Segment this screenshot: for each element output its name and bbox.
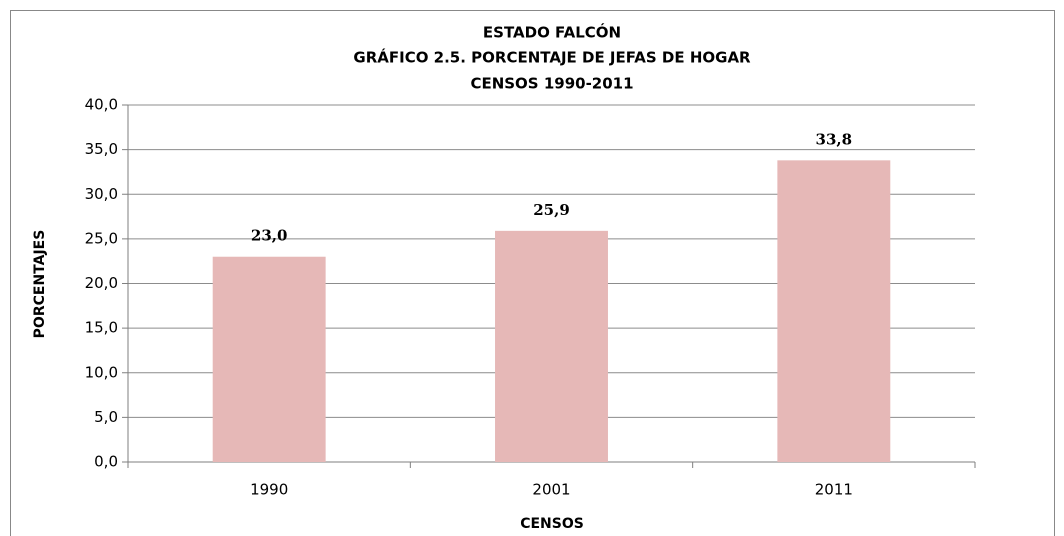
y-tick-label: 5,0 [94,408,118,426]
x-tick-label: 2011 [815,481,853,499]
bar [495,230,608,462]
chart-title: GRÁFICO 2.5. PORCENTAJE DE JEFAS DE HOGA… [353,48,751,67]
y-tick-label: 40,0 [85,96,118,114]
y-tick-label: 30,0 [85,185,118,203]
bar [212,256,326,462]
x-axis-title: CENSOS [520,516,584,532]
y-tick-label: 35,0 [85,140,118,158]
data-label: 33,8 [816,130,853,148]
chart-title: CENSOS 1990-2011 [470,75,633,93]
chart-title: ESTADO FALCÓN [483,23,621,42]
data-label: 23,0 [251,227,288,245]
data-label: 25,9 [533,201,570,219]
bar [777,160,891,462]
y-tick-label: 10,0 [85,363,118,381]
y-tick-label: 20,0 [85,274,118,292]
x-tick-label: 2001 [532,481,570,499]
y-tick-label: 25,0 [85,229,118,247]
y-axis-title: PORCENTAJES [32,230,48,339]
y-tick-label: 15,0 [85,319,118,337]
x-tick-label: 1990 [250,481,288,499]
y-tick-label: 0,0 [94,453,118,471]
